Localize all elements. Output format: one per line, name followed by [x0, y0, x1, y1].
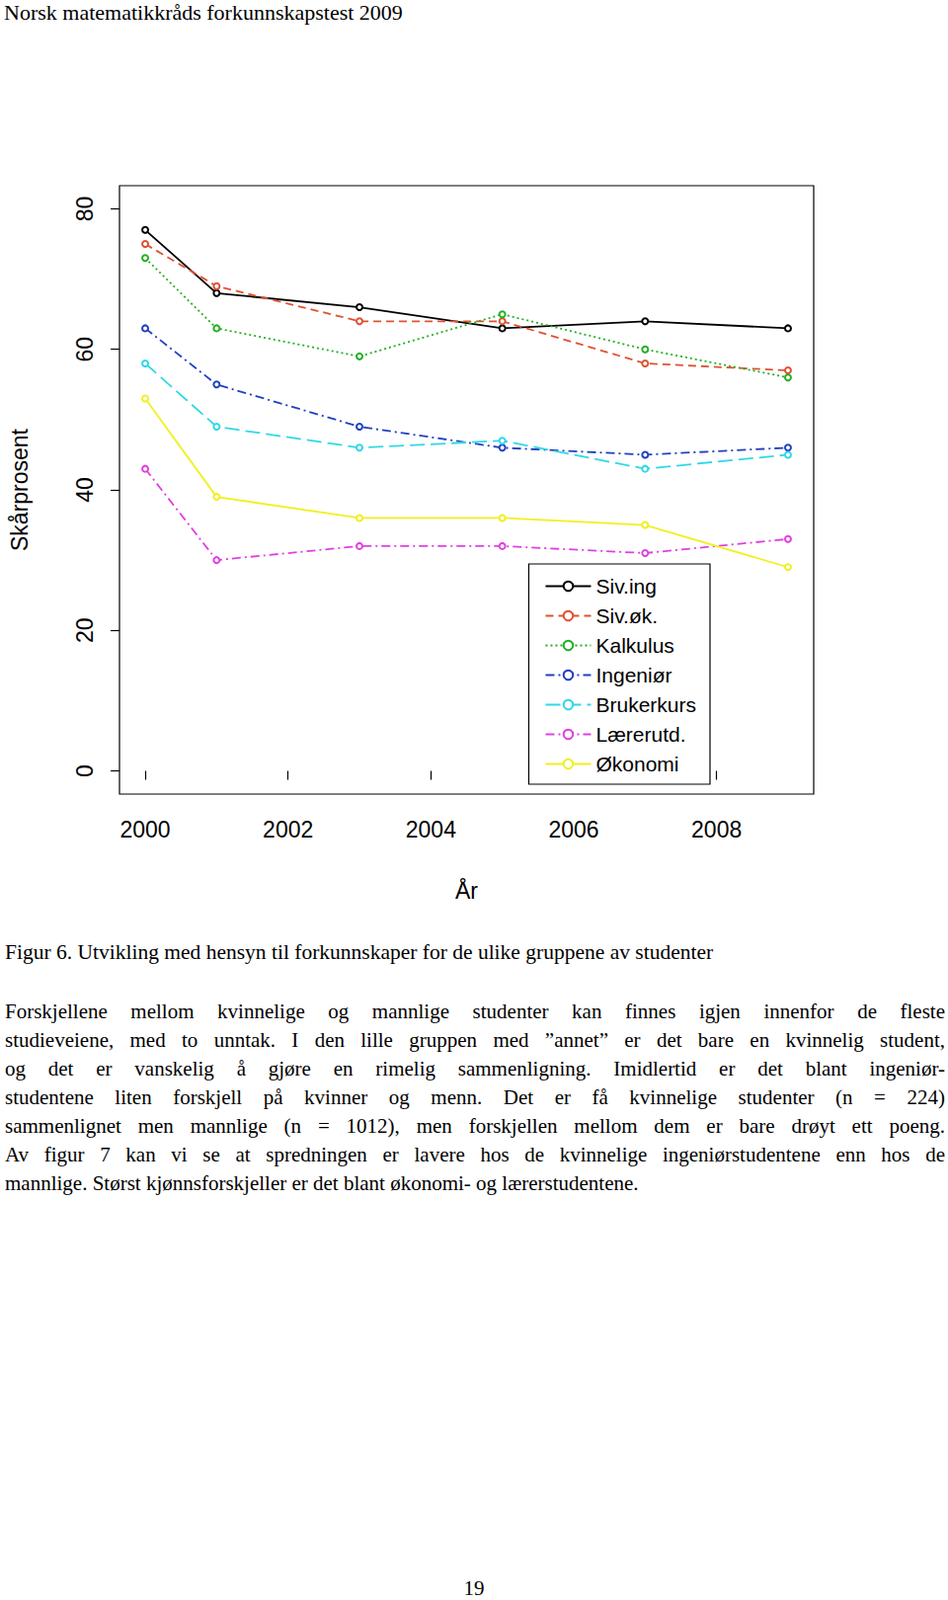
html-text:mannlige. Størst kjønnsforskje: mannlige. Størst kjønnsforskjeller er de… — [4, 1171, 639, 1195]
svg-text:Siv.øk.: Siv.øk. — [595, 604, 658, 628]
svg-text:Ingeniør: Ingeniør — [595, 663, 672, 687]
svg-text:Lærerutd.: Lærerutd. — [595, 722, 686, 746]
svg-text:60: 60 — [72, 336, 98, 363]
html-text:studieveiene, med to unntak. I: studieveiene, med to unntak. I den lille… — [4, 1027, 946, 1052]
html-text:Norsk matematikkråds forkunnsk: Norsk matematikkråds forkunnskapstest 20… — [3, 0, 403, 25]
html-text:Av figur 7 kan vi se at spredn: Av figur 7 kan vi se at spredningen er l… — [4, 1142, 946, 1167]
html-text:19: 19 — [463, 1576, 485, 1600]
svg-text:År: År — [455, 876, 478, 904]
svg-text:Økonomi: Økonomi — [595, 752, 679, 776]
html-text:sammenlignet men mannlige (n =: sammenlignet men mannlige (n = 1012), me… — [4, 1113, 946, 1138]
svg-text:2000: 2000 — [119, 816, 170, 843]
svg-text:80: 80 — [72, 196, 98, 223]
svg-text:Brukerkurs: Brukerkurs — [595, 693, 697, 716]
svg-text:2008: 2008 — [691, 816, 742, 843]
svg-text:2002: 2002 — [262, 816, 314, 843]
html-text:Forskjellene mellom kvinnelige: Forskjellene mellom kvinnelige og mannli… — [4, 999, 946, 1024]
html-text:studentene liten forskjell på: studentene liten forskjell på kvinner og… — [4, 1085, 946, 1109]
svg-text:2004: 2004 — [405, 816, 457, 843]
svg-text:2006: 2006 — [548, 816, 599, 843]
svg-text:40: 40 — [72, 476, 98, 503]
svg-text:20: 20 — [72, 617, 98, 643]
html-text:Figur 6. Utvikling med hensyn: Figur 6. Utvikling med hensyn til forkun… — [4, 940, 714, 964]
svg-text:Kalkulus: Kalkulus — [595, 633, 674, 657]
svg-text:Siv.ing: Siv.ing — [595, 574, 656, 598]
svg-text:0: 0 — [72, 764, 98, 778]
html-text:og det er vanskelig å gjøre en: og det er vanskelig å gjøre en rimelig s… — [4, 1056, 946, 1081]
svg-text:Skårprosent: Skårprosent — [6, 427, 33, 552]
